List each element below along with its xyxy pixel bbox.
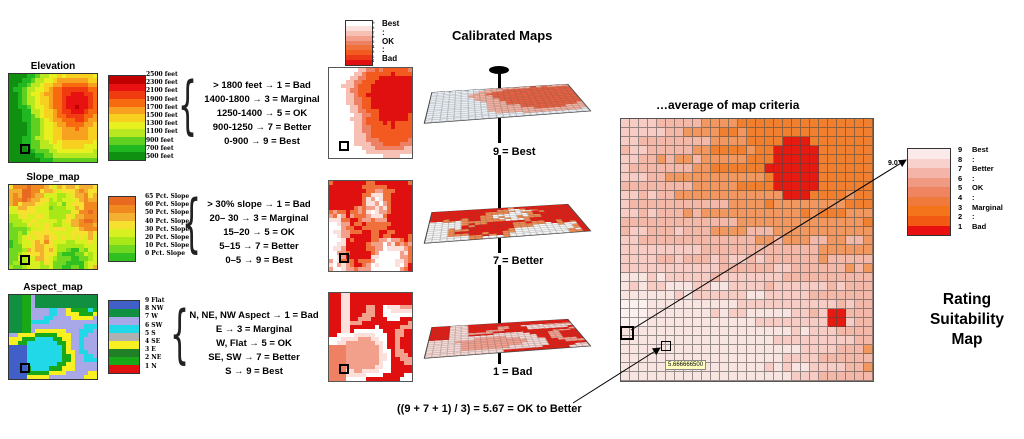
rating-label: : xyxy=(972,193,975,203)
formula-arrow xyxy=(573,348,660,403)
suitability-title-line1: Rating xyxy=(922,290,1012,310)
rating-legend-row: 2: xyxy=(958,212,1003,222)
average-formula: ((9 + 7 + 1) / 3) = 5.67 = OK to Better xyxy=(397,403,582,415)
rating-label: : xyxy=(972,155,975,165)
rating-arrow xyxy=(631,160,906,330)
suitability-title-line2: Suitability xyxy=(922,310,1012,330)
legend-swatch xyxy=(908,168,950,178)
suitability-map-title: Rating Suitability Map xyxy=(922,290,1012,350)
legend-swatch xyxy=(908,216,950,226)
rating-scale-bar xyxy=(907,148,951,236)
legend-swatch xyxy=(908,149,950,159)
rating-legend-row: 3 Marginal xyxy=(958,203,1003,213)
rating-legend-row: 7 Better xyxy=(958,164,1003,174)
legend-swatch xyxy=(908,159,950,169)
rating-number: 7 xyxy=(958,164,972,174)
rating-legend-row: 5 OK xyxy=(958,183,1003,193)
arrow-value-label: 9.0 xyxy=(888,160,898,167)
rating-number: 5 xyxy=(958,183,972,193)
legend-swatch xyxy=(908,197,950,207)
rating-number: 8 xyxy=(958,155,972,165)
legend-swatch xyxy=(908,226,950,236)
legend-swatch xyxy=(908,206,950,216)
suitability-title-line3: Map xyxy=(922,330,1012,350)
rating-legend-row: 4: xyxy=(958,193,1003,203)
legend-swatch xyxy=(908,178,950,188)
rating-legend-row: 9 Best xyxy=(958,145,1003,155)
rating-label: Best xyxy=(972,145,988,155)
rating-number: 9 xyxy=(958,145,972,155)
rating-number: 3 xyxy=(958,203,972,213)
rating-label: Marginal xyxy=(972,203,1003,213)
rating-label: OK xyxy=(972,183,983,193)
rating-label: : xyxy=(972,212,975,222)
legend-swatch xyxy=(908,187,950,197)
rating-label: : xyxy=(972,174,975,184)
rating-scale-labels: 9 Best 8:7 Better 6:5 OK 4:3 Marginal 2:1 Bad xyxy=(958,145,1003,231)
rating-legend-row: 6: xyxy=(958,174,1003,184)
rating-number: 1 xyxy=(958,222,972,232)
rating-legend-row: 1 Bad xyxy=(958,222,1003,232)
rating-label: Bad xyxy=(972,222,986,232)
rating-label: Better xyxy=(972,164,994,174)
rating-number: 4 xyxy=(958,193,972,203)
rating-number: 6 xyxy=(958,174,972,184)
rating-legend-row: 8: xyxy=(958,155,1003,165)
rating-number: 2 xyxy=(958,212,972,222)
